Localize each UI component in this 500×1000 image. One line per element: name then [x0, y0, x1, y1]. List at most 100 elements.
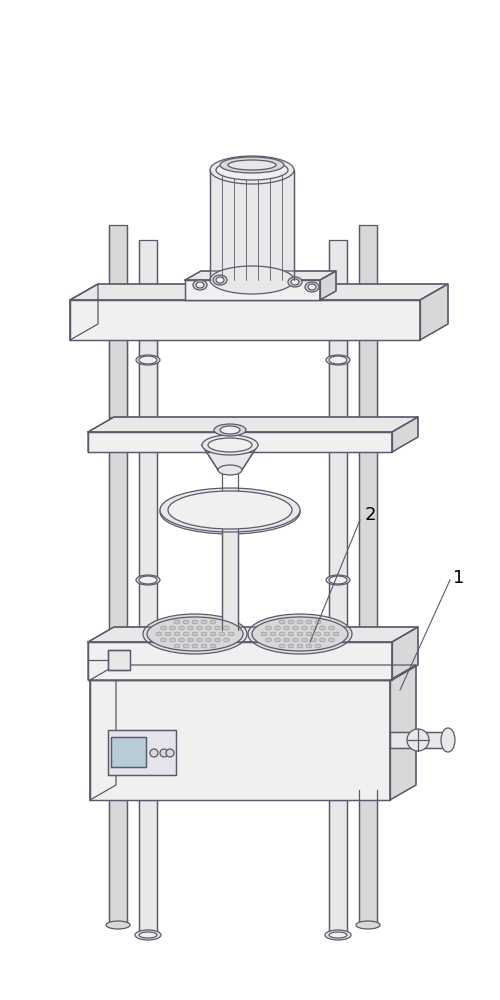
Polygon shape	[109, 325, 127, 417]
Polygon shape	[108, 650, 130, 670]
Ellipse shape	[208, 438, 252, 452]
Ellipse shape	[320, 638, 326, 642]
Ellipse shape	[136, 355, 160, 365]
Ellipse shape	[224, 638, 230, 642]
Ellipse shape	[196, 638, 202, 642]
Ellipse shape	[139, 576, 157, 584]
Polygon shape	[88, 642, 392, 680]
Polygon shape	[185, 280, 320, 300]
Ellipse shape	[210, 632, 216, 636]
Ellipse shape	[192, 644, 198, 648]
Ellipse shape	[224, 626, 230, 630]
Polygon shape	[109, 790, 127, 925]
Ellipse shape	[170, 638, 175, 642]
Ellipse shape	[170, 626, 175, 630]
Polygon shape	[392, 627, 418, 680]
Ellipse shape	[228, 160, 276, 170]
Ellipse shape	[160, 749, 168, 757]
Ellipse shape	[302, 638, 308, 642]
Ellipse shape	[284, 626, 290, 630]
Ellipse shape	[326, 575, 350, 585]
Ellipse shape	[297, 620, 303, 624]
Ellipse shape	[274, 626, 280, 630]
Ellipse shape	[279, 644, 285, 648]
Ellipse shape	[306, 644, 312, 648]
Ellipse shape	[193, 280, 207, 290]
Ellipse shape	[160, 490, 300, 534]
Ellipse shape	[302, 626, 308, 630]
Ellipse shape	[201, 620, 207, 624]
Ellipse shape	[284, 638, 290, 642]
Polygon shape	[70, 300, 420, 340]
Polygon shape	[392, 417, 418, 452]
Ellipse shape	[270, 632, 276, 636]
Polygon shape	[139, 240, 157, 680]
Ellipse shape	[441, 728, 455, 752]
Ellipse shape	[306, 632, 312, 636]
Polygon shape	[139, 800, 157, 935]
Ellipse shape	[139, 356, 157, 364]
Ellipse shape	[219, 632, 225, 636]
Ellipse shape	[135, 930, 161, 940]
Ellipse shape	[274, 638, 280, 642]
Polygon shape	[88, 417, 114, 452]
Ellipse shape	[315, 620, 321, 624]
Ellipse shape	[210, 156, 294, 184]
Ellipse shape	[292, 638, 298, 642]
Polygon shape	[90, 680, 390, 800]
Polygon shape	[222, 510, 238, 630]
Ellipse shape	[210, 644, 216, 648]
Ellipse shape	[261, 632, 267, 636]
Polygon shape	[390, 665, 416, 800]
Ellipse shape	[218, 465, 242, 475]
Ellipse shape	[174, 620, 180, 624]
Polygon shape	[111, 737, 146, 767]
Ellipse shape	[213, 275, 227, 285]
Polygon shape	[88, 627, 114, 680]
Polygon shape	[329, 340, 347, 432]
Ellipse shape	[315, 644, 321, 648]
Ellipse shape	[288, 620, 294, 624]
Ellipse shape	[220, 426, 240, 434]
Ellipse shape	[292, 626, 298, 630]
Ellipse shape	[160, 488, 300, 532]
Ellipse shape	[206, 626, 212, 630]
Polygon shape	[359, 790, 377, 925]
Ellipse shape	[216, 160, 288, 180]
Polygon shape	[329, 800, 347, 935]
Ellipse shape	[248, 614, 352, 654]
Text: 2: 2	[365, 506, 376, 524]
Ellipse shape	[333, 632, 339, 636]
Ellipse shape	[178, 638, 184, 642]
Ellipse shape	[324, 632, 330, 636]
Ellipse shape	[166, 749, 174, 757]
Ellipse shape	[328, 638, 334, 642]
Ellipse shape	[165, 632, 171, 636]
Polygon shape	[70, 284, 98, 340]
Ellipse shape	[178, 626, 184, 630]
Polygon shape	[359, 225, 377, 665]
Ellipse shape	[196, 282, 204, 288]
Ellipse shape	[147, 617, 243, 651]
Ellipse shape	[183, 632, 189, 636]
Ellipse shape	[326, 355, 350, 365]
Ellipse shape	[210, 620, 216, 624]
Ellipse shape	[201, 632, 207, 636]
Ellipse shape	[188, 626, 194, 630]
Polygon shape	[202, 445, 258, 470]
Ellipse shape	[214, 626, 220, 630]
Ellipse shape	[279, 620, 285, 624]
Polygon shape	[70, 284, 448, 300]
Ellipse shape	[329, 356, 347, 364]
Ellipse shape	[228, 632, 234, 636]
Ellipse shape	[201, 644, 207, 648]
Ellipse shape	[279, 632, 285, 636]
Ellipse shape	[143, 614, 247, 654]
Polygon shape	[88, 627, 418, 642]
Ellipse shape	[266, 626, 272, 630]
Ellipse shape	[174, 632, 180, 636]
Ellipse shape	[356, 921, 380, 929]
Ellipse shape	[188, 638, 194, 642]
Ellipse shape	[139, 932, 157, 938]
Ellipse shape	[160, 626, 166, 630]
